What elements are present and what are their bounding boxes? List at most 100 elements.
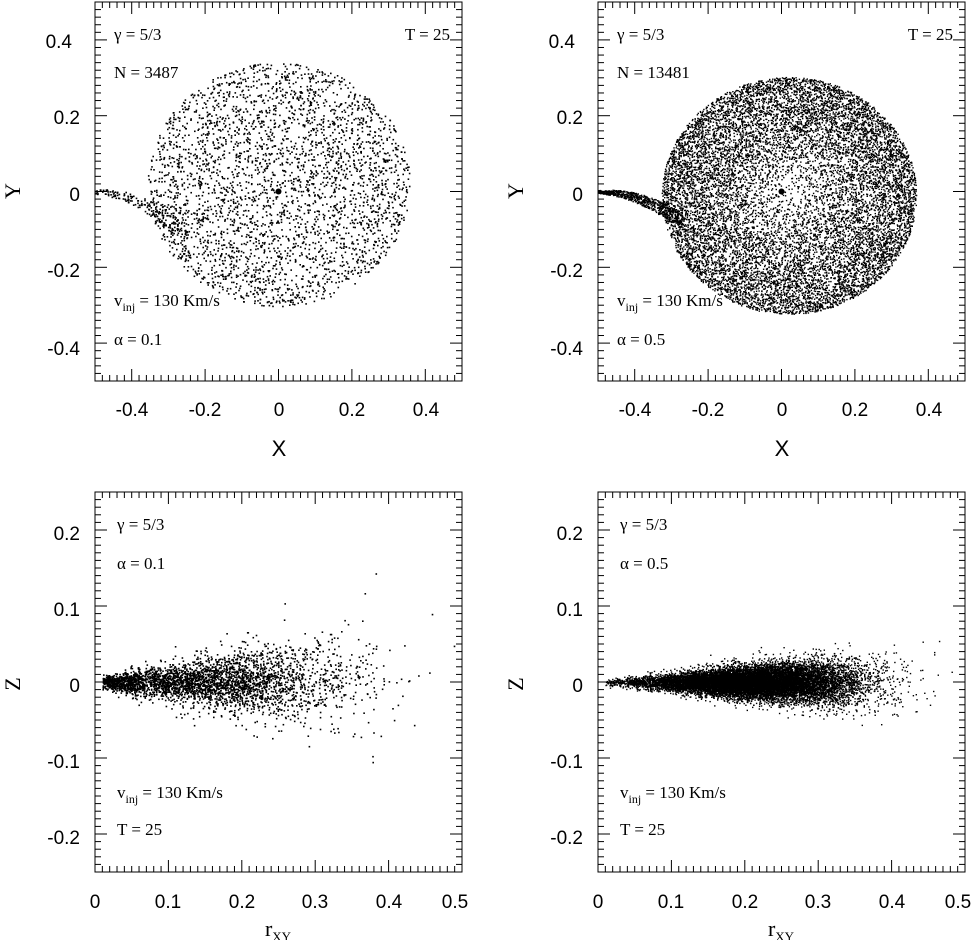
scatter-point bbox=[162, 211, 164, 213]
scatter-point bbox=[308, 73, 310, 75]
scatter-point bbox=[321, 298, 323, 300]
scatter-point bbox=[241, 82, 243, 84]
scatter-point bbox=[310, 102, 312, 104]
scatter-point bbox=[379, 240, 381, 242]
scatter-point bbox=[322, 204, 324, 206]
scatter-point bbox=[123, 198, 125, 200]
scatter-point bbox=[291, 162, 293, 164]
scatter-point bbox=[257, 269, 259, 271]
scatter-point bbox=[394, 194, 396, 196]
scatter-point bbox=[300, 95, 302, 97]
scatter-point bbox=[242, 118, 244, 120]
scatter-point bbox=[267, 168, 269, 170]
scatter-point bbox=[323, 177, 325, 179]
scatter-point bbox=[275, 107, 277, 109]
scatter-point bbox=[343, 131, 345, 133]
scatter-point bbox=[331, 185, 333, 187]
scatter-point bbox=[312, 176, 314, 178]
scatter-point bbox=[403, 217, 405, 219]
scatter-point bbox=[204, 95, 206, 97]
scatter-point bbox=[202, 254, 204, 256]
scatter-point bbox=[164, 165, 166, 167]
scatter-point bbox=[212, 222, 214, 224]
scatter-point bbox=[814, 299, 815, 300]
scatter-point bbox=[158, 225, 160, 227]
scatter-point bbox=[683, 148, 684, 149]
scatter-point bbox=[320, 229, 322, 231]
scatter-point bbox=[105, 193, 107, 195]
scatter-point bbox=[347, 217, 349, 219]
scatter-point bbox=[259, 172, 261, 174]
scatter-point bbox=[275, 126, 277, 128]
scatter-point bbox=[212, 286, 214, 288]
scatter-point bbox=[398, 223, 400, 225]
scatter-point bbox=[203, 221, 205, 223]
scatter-point bbox=[340, 247, 342, 249]
scatter-point bbox=[369, 175, 371, 177]
scatter-point bbox=[346, 168, 348, 170]
scatter-point bbox=[369, 264, 371, 266]
scatter-point bbox=[164, 205, 166, 207]
scatter-point bbox=[323, 233, 325, 235]
scatter-point bbox=[217, 84, 219, 86]
scatter-point bbox=[287, 159, 289, 161]
scatter-point bbox=[240, 142, 242, 144]
scatter-point bbox=[261, 166, 263, 168]
scatter-point bbox=[281, 257, 283, 259]
scatter-point bbox=[136, 198, 138, 200]
scatter-point bbox=[299, 108, 301, 110]
scatter-point bbox=[307, 269, 309, 271]
scatter-point bbox=[378, 115, 380, 117]
scatter-point bbox=[178, 160, 180, 162]
scatter-point bbox=[717, 185, 718, 186]
scatter-point bbox=[245, 198, 247, 200]
scatter-point bbox=[236, 106, 238, 108]
scatter-point bbox=[347, 120, 349, 122]
scatter-point bbox=[236, 176, 238, 178]
scatter-point bbox=[346, 123, 348, 125]
scatter-point bbox=[226, 82, 228, 84]
scatter-point bbox=[240, 198, 242, 200]
scatter-point bbox=[216, 197, 218, 199]
scatter-point bbox=[403, 168, 405, 170]
scatter-point bbox=[301, 78, 303, 80]
scatter-point bbox=[309, 105, 311, 107]
scatter-point bbox=[182, 219, 184, 221]
scatter-point bbox=[267, 165, 269, 167]
scatter-point bbox=[835, 100, 836, 101]
scatter-point bbox=[340, 243, 342, 245]
scatter-point bbox=[273, 203, 275, 205]
scatter-point bbox=[212, 106, 214, 108]
scatter-point bbox=[207, 88, 209, 90]
scatter-point bbox=[277, 181, 279, 183]
scatter-point bbox=[222, 263, 224, 265]
scatter-point bbox=[202, 146, 204, 148]
scatter-point bbox=[239, 259, 241, 261]
scatter-point bbox=[340, 124, 342, 126]
scatter-point bbox=[240, 185, 242, 187]
scatter-point bbox=[225, 267, 227, 269]
scatter-point bbox=[317, 69, 319, 71]
scatter-point bbox=[382, 189, 384, 191]
scatter-point bbox=[205, 245, 207, 247]
scatter-point bbox=[113, 193, 115, 195]
scatter-point bbox=[333, 139, 335, 141]
scatter-point bbox=[332, 83, 334, 85]
scatter-point bbox=[221, 237, 223, 239]
scatter-point bbox=[877, 174, 878, 175]
scatter-point bbox=[138, 200, 140, 202]
scatter-point bbox=[169, 156, 171, 158]
scatter-point bbox=[778, 226, 779, 227]
scatter-point bbox=[289, 175, 291, 177]
scatter-point bbox=[202, 107, 204, 109]
scatter-point bbox=[247, 167, 249, 169]
scatter-point bbox=[371, 119, 373, 121]
scatter-point bbox=[266, 215, 268, 217]
scatter-point bbox=[389, 196, 391, 198]
scatter-point bbox=[272, 133, 274, 135]
scatter-point bbox=[160, 156, 162, 158]
scatter-point bbox=[242, 90, 244, 92]
scatter-point bbox=[357, 124, 359, 126]
scatter-point bbox=[324, 283, 326, 285]
scatter-point bbox=[331, 183, 333, 185]
